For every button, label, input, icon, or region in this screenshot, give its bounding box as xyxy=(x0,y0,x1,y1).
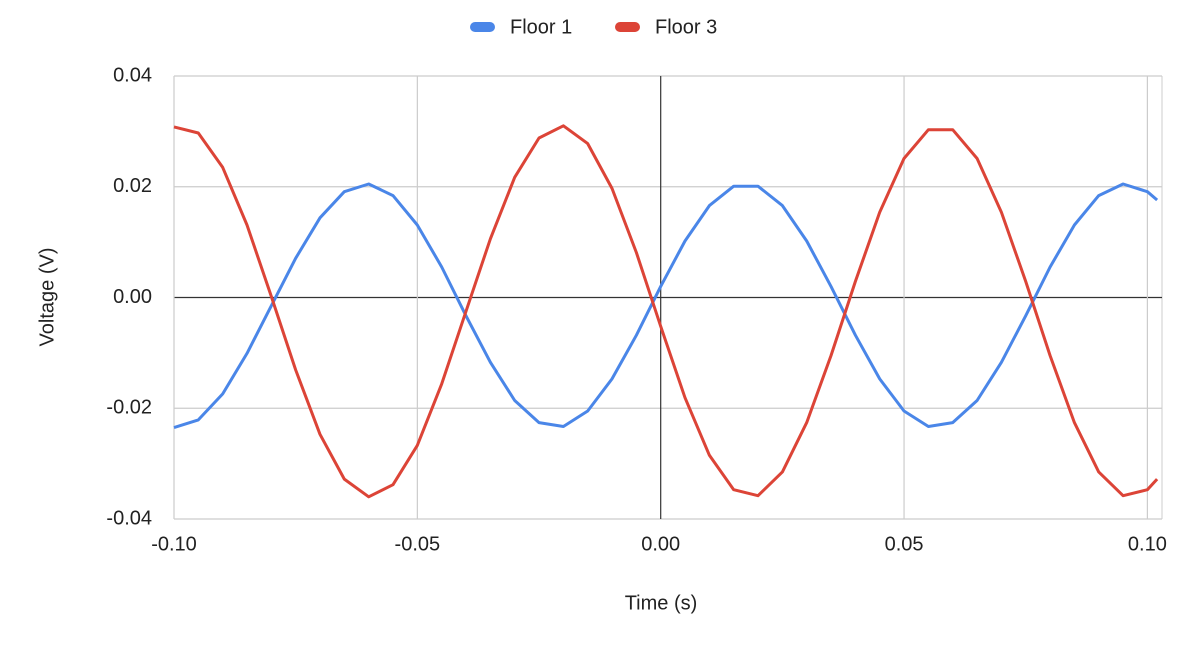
legend-swatch xyxy=(470,22,495,32)
x-tick-label: 0.00 xyxy=(641,533,680,555)
y-tick-label: -0.04 xyxy=(106,507,152,529)
legend-swatch xyxy=(615,22,640,32)
legend-label: Floor 1 xyxy=(510,16,572,38)
x-tick-label: -0.10 xyxy=(151,533,197,555)
y-tick-label: -0.02 xyxy=(106,397,152,419)
legend-label: Floor 3 xyxy=(655,16,717,38)
series-line xyxy=(173,124,1159,499)
y-tick-label: 0.02 xyxy=(113,175,152,197)
y-tick-label: 0.00 xyxy=(113,286,152,308)
x-tick-label: -0.05 xyxy=(395,533,441,555)
x-tick-label: 0.05 xyxy=(885,533,924,555)
y-tick-label: 0.04 xyxy=(113,64,152,86)
x-axis-title: Time (s) xyxy=(625,592,698,614)
series-line xyxy=(173,182,1159,430)
x-tick-label: 0.10 xyxy=(1128,533,1167,555)
y-axis-title: Voltage (V) xyxy=(36,248,58,347)
